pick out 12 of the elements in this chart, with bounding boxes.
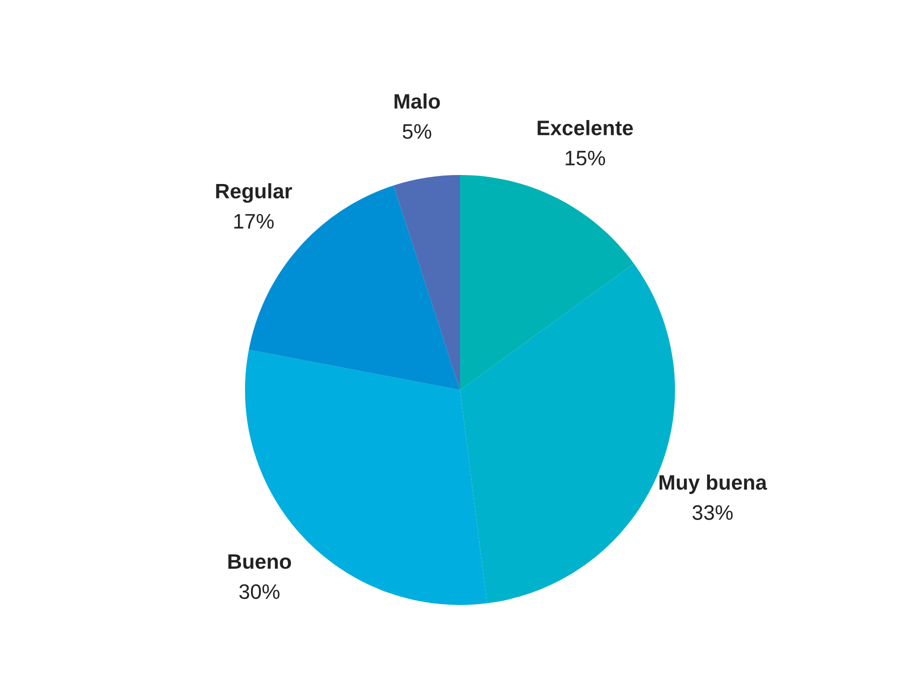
slice-label: Bueno — [228, 554, 291, 569]
slice-label: Regular — [216, 183, 292, 203]
slice-label: Muy buena — [660, 474, 768, 494]
pie-slice — [460, 175, 634, 390]
slice-label: Excelente — [538, 120, 633, 136]
slice-label: Malo — [394, 93, 440, 109]
data-label: 30% — [239, 584, 280, 600]
data-label: 5% — [402, 124, 432, 139]
data-label: 33% — [692, 505, 733, 520]
pie-slice — [394, 175, 460, 390]
data-label: 17% — [234, 214, 274, 229]
data-label: 15% — [566, 150, 606, 166]
